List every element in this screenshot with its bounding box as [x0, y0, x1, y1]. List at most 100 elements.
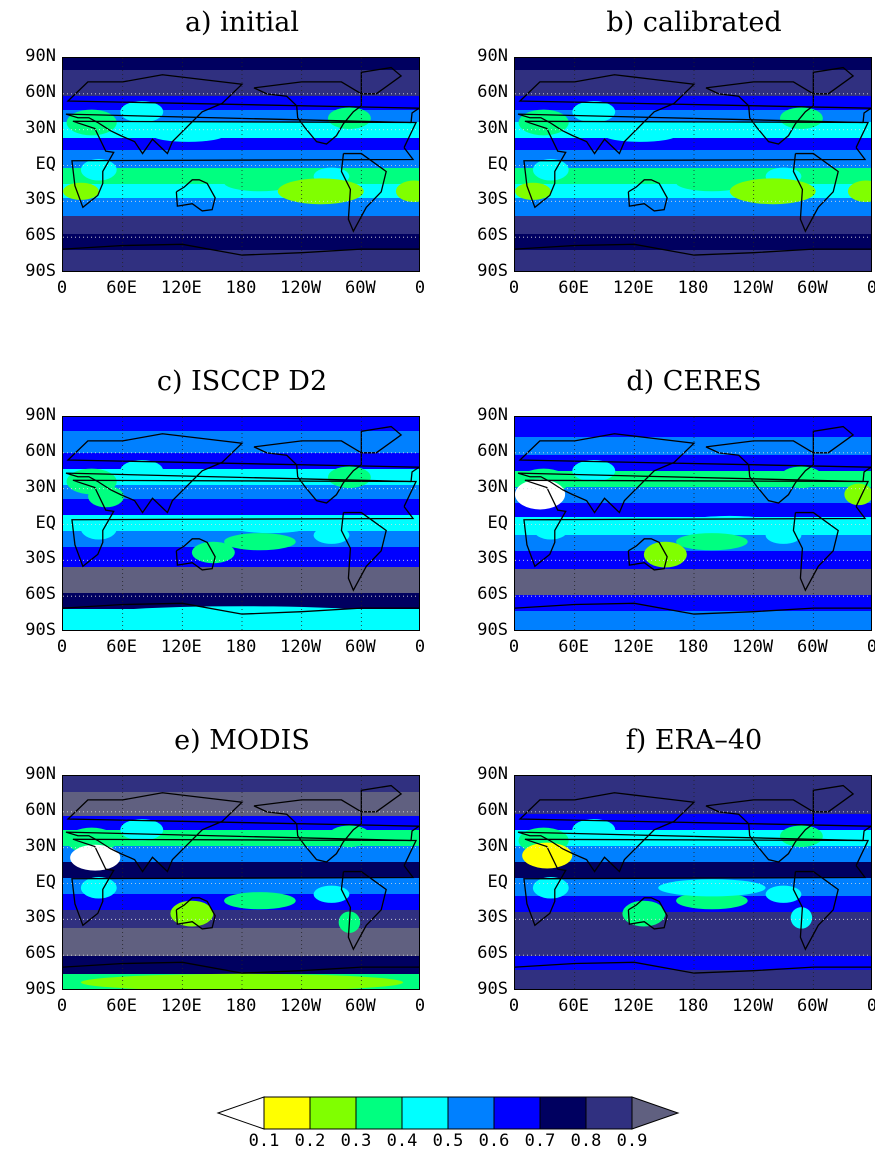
colorbar-segment [585, 1096, 633, 1130]
y-tick-label: 60N [477, 81, 508, 102]
x-tick-label: 120W [732, 637, 774, 657]
coastline [792, 152, 839, 233]
x-tick-label: 180 [225, 637, 257, 657]
coastline [523, 479, 870, 568]
colorbar-segment [447, 1096, 495, 1130]
coastline [517, 792, 871, 873]
y-tick-label: 30N [477, 476, 508, 497]
colorbar-level-label: 0.9 [616, 1131, 648, 1151]
map-svg [515, 417, 871, 630]
panel-title: b) calibrated [606, 7, 782, 38]
map-panel [62, 416, 420, 631]
field-band [515, 250, 871, 271]
field-band [63, 910, 419, 928]
map-panel [514, 416, 872, 631]
y-tick-label: 60N [477, 799, 508, 820]
field-band [515, 122, 871, 138]
y-tick-label: 30N [477, 835, 508, 856]
coastline [812, 425, 855, 454]
field-band [515, 216, 871, 234]
colorbar-segment [401, 1096, 449, 1130]
field-band [515, 551, 871, 569]
coastline [812, 784, 855, 813]
field-contour [765, 526, 802, 544]
x-tick-label: 60W [796, 637, 828, 657]
y-tick-label: 90N [477, 405, 508, 425]
y-tick-label: EQ [487, 871, 508, 892]
y-tick-label: 60S [25, 943, 56, 964]
field-band [515, 862, 871, 878]
x-tick-label: 180 [677, 637, 709, 657]
field-contour [66, 109, 117, 136]
field-contour [327, 825, 371, 847]
panel-title: c) ISCCP D2 [156, 366, 328, 397]
x-tick-label: 0 [414, 278, 426, 298]
field-band [63, 567, 419, 593]
panel-title: e) MODIS [174, 725, 310, 756]
y-tick-label: 30S [477, 907, 508, 928]
colorbar-segment [309, 1096, 357, 1130]
field-contour [729, 178, 816, 205]
x-tick-label: 0 [508, 637, 520, 657]
y-tick-label: 30S [25, 907, 56, 928]
y-tick-label: 90N [477, 764, 508, 784]
y-tick-label: EQ [35, 871, 56, 892]
field-band [515, 956, 871, 970]
field-band [63, 956, 419, 974]
coastline [71, 838, 418, 927]
x-tick-label: 60W [344, 637, 376, 657]
field-band [515, 912, 871, 932]
field-band [515, 595, 871, 611]
x-tick-label: 120E [612, 996, 654, 1016]
y-tick-label: 60N [25, 440, 56, 461]
field-band [515, 138, 871, 150]
field-band [63, 70, 419, 96]
colorbar-level-label: 0.4 [386, 1131, 418, 1151]
coastline [517, 74, 871, 155]
field-contour [80, 159, 117, 181]
coastline [63, 961, 419, 974]
y-tick-label: 30S [25, 189, 56, 210]
field-contour [779, 825, 823, 847]
y-tick-label: 90N [25, 764, 56, 784]
x-tick-label: 120W [280, 637, 322, 657]
field-contour [70, 844, 121, 871]
field-contour [277, 178, 364, 205]
field-band [63, 417, 419, 431]
y-tick-label: 60S [477, 584, 508, 605]
field-contour [80, 606, 404, 628]
coastline [792, 511, 839, 592]
field-contour [313, 885, 350, 903]
field-band [63, 250, 419, 271]
map-panel [514, 775, 872, 990]
x-tick-label: 60E [106, 996, 138, 1016]
field-band [63, 96, 419, 110]
coastline [360, 66, 403, 95]
field-band [63, 499, 419, 515]
field-band [515, 96, 871, 110]
colorbar-level-label: 0.2 [294, 1131, 326, 1151]
y-tick-label: EQ [487, 512, 508, 533]
x-tick-label: 180 [677, 278, 709, 298]
x-tick-label: 0 [866, 996, 875, 1016]
y-tick-label: 60S [25, 584, 56, 605]
coastline [340, 511, 387, 592]
field-contour [120, 101, 164, 123]
coastline [515, 602, 871, 615]
field-contour [63, 182, 99, 200]
x-tick-label: 0 [56, 996, 68, 1016]
colorbar-level-label: 0.8 [570, 1131, 602, 1151]
field-contour [779, 466, 823, 488]
map-svg [515, 776, 871, 989]
field-contour [152, 128, 225, 142]
y-tick-label: 60N [25, 799, 56, 820]
field-contour [518, 109, 569, 136]
x-tick-label: 120E [160, 637, 202, 657]
colorbar-segment [263, 1096, 311, 1130]
field-contour [679, 515, 780, 534]
y-tick-label: 60N [477, 440, 508, 461]
x-tick-label: 120E [160, 278, 202, 298]
x-tick-label: 60W [796, 996, 828, 1016]
x-tick-label: 60W [344, 996, 376, 1016]
x-tick-label: 0 [508, 278, 520, 298]
